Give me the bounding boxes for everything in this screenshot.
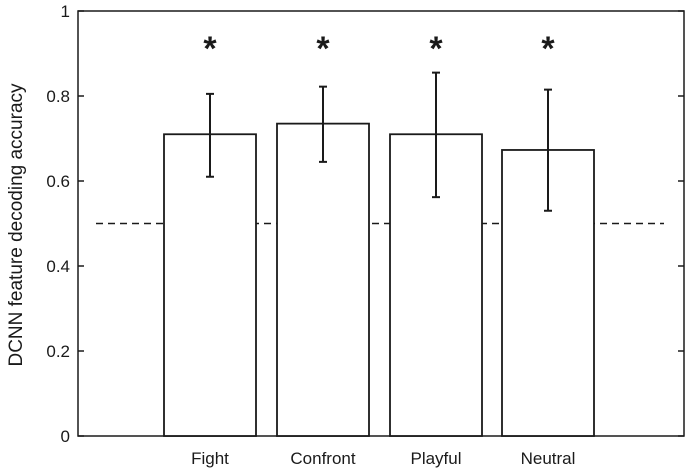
y-tick-label: 0.2 [46,342,70,361]
significance-star: * [316,30,330,68]
significance-star: * [203,30,217,68]
significance-markers: * * * * [203,30,555,68]
bar-confront [276,122,370,437]
y-tick-label: 0 [61,427,70,446]
axes-frame [77,10,685,437]
bar-playful [389,133,483,437]
y-tick-label: 0.4 [46,257,70,276]
error-bars [206,71,552,212]
plot-frame [77,10,685,437]
x-axis: Fight Confront Playful Neutral [191,449,575,468]
bars [163,122,595,437]
x-tick-label-fight: Fight [191,449,229,468]
y-tick-label: 0.8 [46,87,70,106]
significance-star: * [541,30,555,68]
y-axis: 0 0.2 0.4 0.6 0.8 1 [46,2,684,446]
y-tick-label: 1 [61,2,70,21]
x-tick-label-playful: Playful [410,449,461,468]
x-tick-label-confront: Confront [290,449,355,468]
y-axis-title: DCNN feature decoding accuracy [6,83,27,367]
significance-star: * [429,30,443,68]
y-tick-label: 0.6 [46,172,70,191]
bar-fight [163,133,257,437]
x-tick-label-neutral: Neutral [521,449,576,468]
